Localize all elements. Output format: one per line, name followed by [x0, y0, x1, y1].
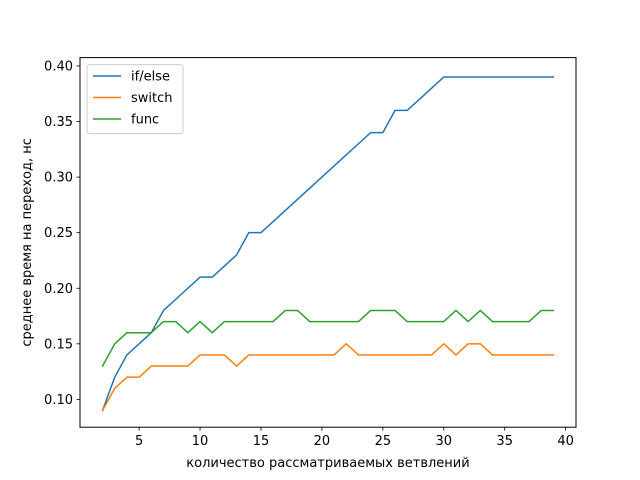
series-layer	[101, 76, 555, 412]
x-tick-label: 35	[496, 434, 513, 449]
legend-label: func	[131, 113, 159, 128]
x-tick-label: 20	[314, 434, 331, 449]
y-tick-label: 0.40	[44, 59, 73, 74]
y-tick-label: 0.35	[44, 115, 73, 130]
axes-layer	[79, 57, 577, 428]
legend-box	[86, 64, 184, 135]
x-tick-label: 30	[436, 434, 453, 449]
y-tick-label: 0.15	[44, 337, 73, 352]
x-tick-label: 5	[135, 434, 143, 449]
y-tick-label: 0.30	[44, 171, 73, 186]
x-axis-label: количество рассматриваемых ветвлений	[186, 456, 469, 471]
legend-label: switch	[131, 91, 173, 106]
plot-frame	[79, 57, 577, 428]
x-tick-label: 25	[375, 434, 392, 449]
y-axis: 0.10 0.15 0.20 0.25 0.30 0.35 0.40	[44, 59, 80, 408]
series-line-1	[101, 76, 555, 412]
x-tick-label: 10	[192, 434, 209, 449]
legend-label: if/else	[131, 70, 170, 85]
legend: if/else switch func	[86, 64, 184, 135]
y-axis-label: среднее время на переход, нс	[20, 138, 35, 347]
y-tick-label: 0.20	[44, 282, 73, 297]
x-tick-label: 15	[253, 434, 270, 449]
y-tick-label: 0.10	[44, 393, 73, 408]
series-line-2	[101, 343, 555, 412]
y-tick-label: 0.25	[44, 226, 73, 241]
series-line-3	[101, 309, 555, 368]
x-tick-label: 40	[557, 434, 574, 449]
x-axis: 5 10 15 20 25 30 35 40	[135, 427, 574, 449]
